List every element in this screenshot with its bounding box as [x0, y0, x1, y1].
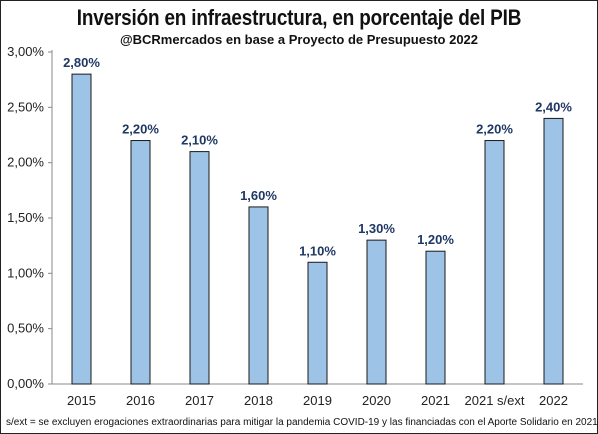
bar	[130, 140, 151, 385]
bar	[366, 239, 387, 385]
bar	[543, 117, 564, 385]
data-label: 1,30%	[358, 221, 395, 236]
x-tick-label: 2019	[303, 393, 332, 408]
bar	[484, 140, 505, 385]
y-tick-label: 1,50%	[7, 210, 44, 225]
y-tick-label: 2,00%	[7, 155, 44, 170]
data-label: 2,20%	[476, 122, 513, 137]
bar	[248, 206, 269, 385]
data-label: 1,10%	[299, 243, 336, 258]
x-tick-label: 2021	[421, 393, 450, 408]
data-label: 2,20%	[122, 122, 159, 137]
data-label: 2,10%	[181, 133, 218, 148]
x-tick-label: 2022	[539, 393, 568, 408]
y-tick-label: 1,00%	[7, 265, 44, 280]
x-tick-label: 2016	[126, 393, 155, 408]
chart-title: Inversión en infraestructura, en porcent…	[76, 5, 522, 30]
chart-subtitle: @BCRmercados en base a Proyecto de Presu…	[119, 32, 479, 47]
x-tick-label: 2015	[67, 393, 96, 408]
chart-footnote: s/ext = se excluyen erogaciones extraord…	[6, 417, 598, 428]
data-label: 2,80%	[63, 55, 100, 70]
bar	[425, 250, 446, 385]
bar	[71, 73, 92, 385]
x-tick-label: 2021 s/ext	[465, 393, 525, 408]
x-tick-label: 2017	[185, 393, 214, 408]
x-tick-label: 2018	[244, 393, 273, 408]
bar	[307, 261, 328, 385]
y-tick-label: 0,00%	[7, 376, 44, 391]
y-tick-label: 3,00%	[7, 44, 44, 59]
data-label: 1,20%	[417, 232, 454, 247]
y-tick-label: 2,50%	[7, 99, 44, 114]
data-label: 1,60%	[240, 188, 277, 203]
bar	[189, 151, 210, 385]
y-tick-label: 0,50%	[7, 321, 44, 336]
x-tick-label: 2020	[362, 393, 391, 408]
data-label: 2,40%	[535, 99, 572, 114]
